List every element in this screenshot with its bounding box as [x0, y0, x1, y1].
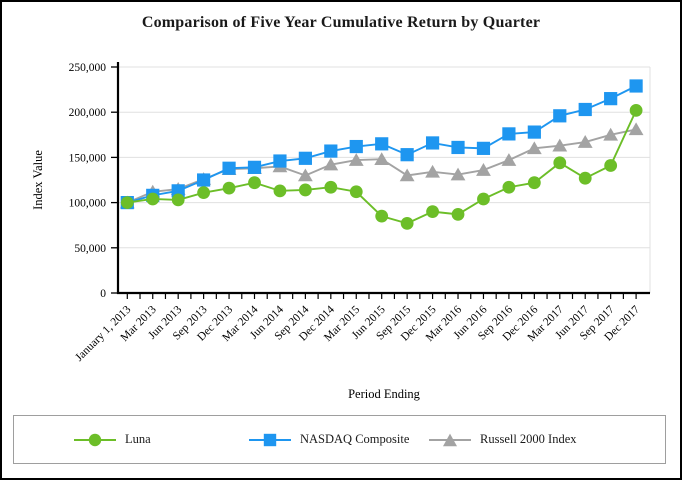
legend-label: Russell 2000 Index — [480, 432, 577, 446]
luna-marker — [426, 205, 439, 219]
nasdaq-composite-marker — [578, 102, 592, 117]
nasdaq-composite-marker — [324, 144, 338, 158]
russell-2000-index-marker — [603, 127, 619, 141]
legend-label: NASDAQ Composite — [300, 432, 410, 446]
nasdaq-composite-marker — [375, 137, 389, 151]
luna-marker — [324, 180, 338, 194]
russell-2000-index-marker — [476, 163, 491, 176]
y-tick-label: 100,000 — [69, 198, 107, 210]
luna-marker — [553, 156, 567, 170]
luna-marker — [197, 186, 211, 200]
russell-2000-index-marker — [297, 168, 313, 182]
nasdaq-composite-marker — [502, 127, 516, 141]
legend-label: Luna — [125, 432, 151, 446]
nasdaq-composite-marker — [400, 148, 414, 162]
russell-2000-index-marker — [348, 153, 364, 166]
russell-2000-index-marker — [552, 138, 568, 152]
nasdaq-composite-marker — [629, 79, 643, 93]
nasdaq-composite-marker — [222, 161, 236, 175]
russell-2000-index-marker — [577, 135, 593, 148]
russell-series-icon — [429, 433, 471, 446]
russell-2000-index-marker — [501, 153, 517, 166]
nasdaq-composite-marker — [604, 92, 618, 106]
performance-line-chart: Index Value Period Ending 0 50,000 100,000… — [31, 62, 651, 401]
y-axis-title: Index Value — [31, 150, 45, 210]
luna-marker — [298, 183, 312, 197]
russell-2000-index-marker — [628, 122, 644, 136]
luna-series-icon — [74, 433, 116, 446]
nasdaq-composite-marker — [553, 109, 567, 123]
legend-item-russell-2000: Russell 2000 Index — [429, 432, 577, 448]
luna-marker — [502, 180, 516, 194]
luna-marker — [120, 196, 134, 210]
luna-marker — [222, 181, 236, 195]
russell-2000-index-marker — [399, 168, 415, 182]
nasdaq-composite-marker — [425, 136, 440, 150]
luna-marker — [171, 193, 185, 207]
luna-marker — [604, 159, 618, 172]
legend-item-nasdaq-composite: NASDAQ Composite — [249, 432, 409, 448]
russell-2000-index-marker — [526, 141, 542, 155]
x-axis-title: Period Ending — [348, 387, 421, 401]
russell-2000-index-marker — [323, 157, 339, 171]
luna-marker — [146, 192, 160, 206]
y-tick-label: 250,000 — [69, 62, 107, 74]
luna-marker — [248, 176, 261, 190]
nasdaq-composite-marker — [476, 141, 491, 155]
luna-marker — [451, 207, 465, 221]
russell-2000-index-marker — [374, 152, 390, 166]
nasdaq-composite-marker — [451, 140, 465, 155]
square-marker-glyph — [263, 433, 277, 446]
y-tick-label: 150,000 — [69, 152, 107, 164]
russell-2000-index-marker — [425, 164, 440, 178]
nasdaq-composite-marker — [527, 125, 541, 139]
nasdaq-composite-marker — [247, 160, 262, 174]
luna-marker — [273, 184, 287, 198]
chart-legend: Luna NASDAQ Composite Russell 2000 Index — [13, 415, 666, 464]
y-tick-label: 50,000 — [74, 243, 106, 255]
luna-marker — [578, 171, 592, 185]
y-tick-label: 200,000 — [69, 107, 107, 119]
chart-title: Comparison of Five Year Cumulative Retur… — [141, 14, 541, 31]
luna-marker — [629, 103, 643, 117]
circle-marker-glyph — [88, 433, 102, 446]
triangle-marker-glyph — [443, 433, 457, 446]
luna-marker — [527, 176, 541, 190]
nasdaq-composite-marker — [197, 173, 211, 187]
y-tick-label: 0 — [100, 288, 106, 300]
russell-2000-index-marker — [450, 167, 466, 181]
nasdaq-series-icon — [249, 433, 291, 446]
luna-marker — [400, 216, 414, 230]
nasdaq-composite-marker — [171, 184, 185, 198]
luna-marker — [375, 209, 389, 223]
nasdaq-composite-marker — [273, 154, 287, 168]
legend-item-luna: Luna — [74, 432, 151, 448]
luna-marker — [349, 185, 363, 199]
nasdaq-composite-marker — [349, 139, 363, 154]
luna-marker — [477, 192, 490, 206]
nasdaq-composite-marker — [298, 151, 312, 165]
